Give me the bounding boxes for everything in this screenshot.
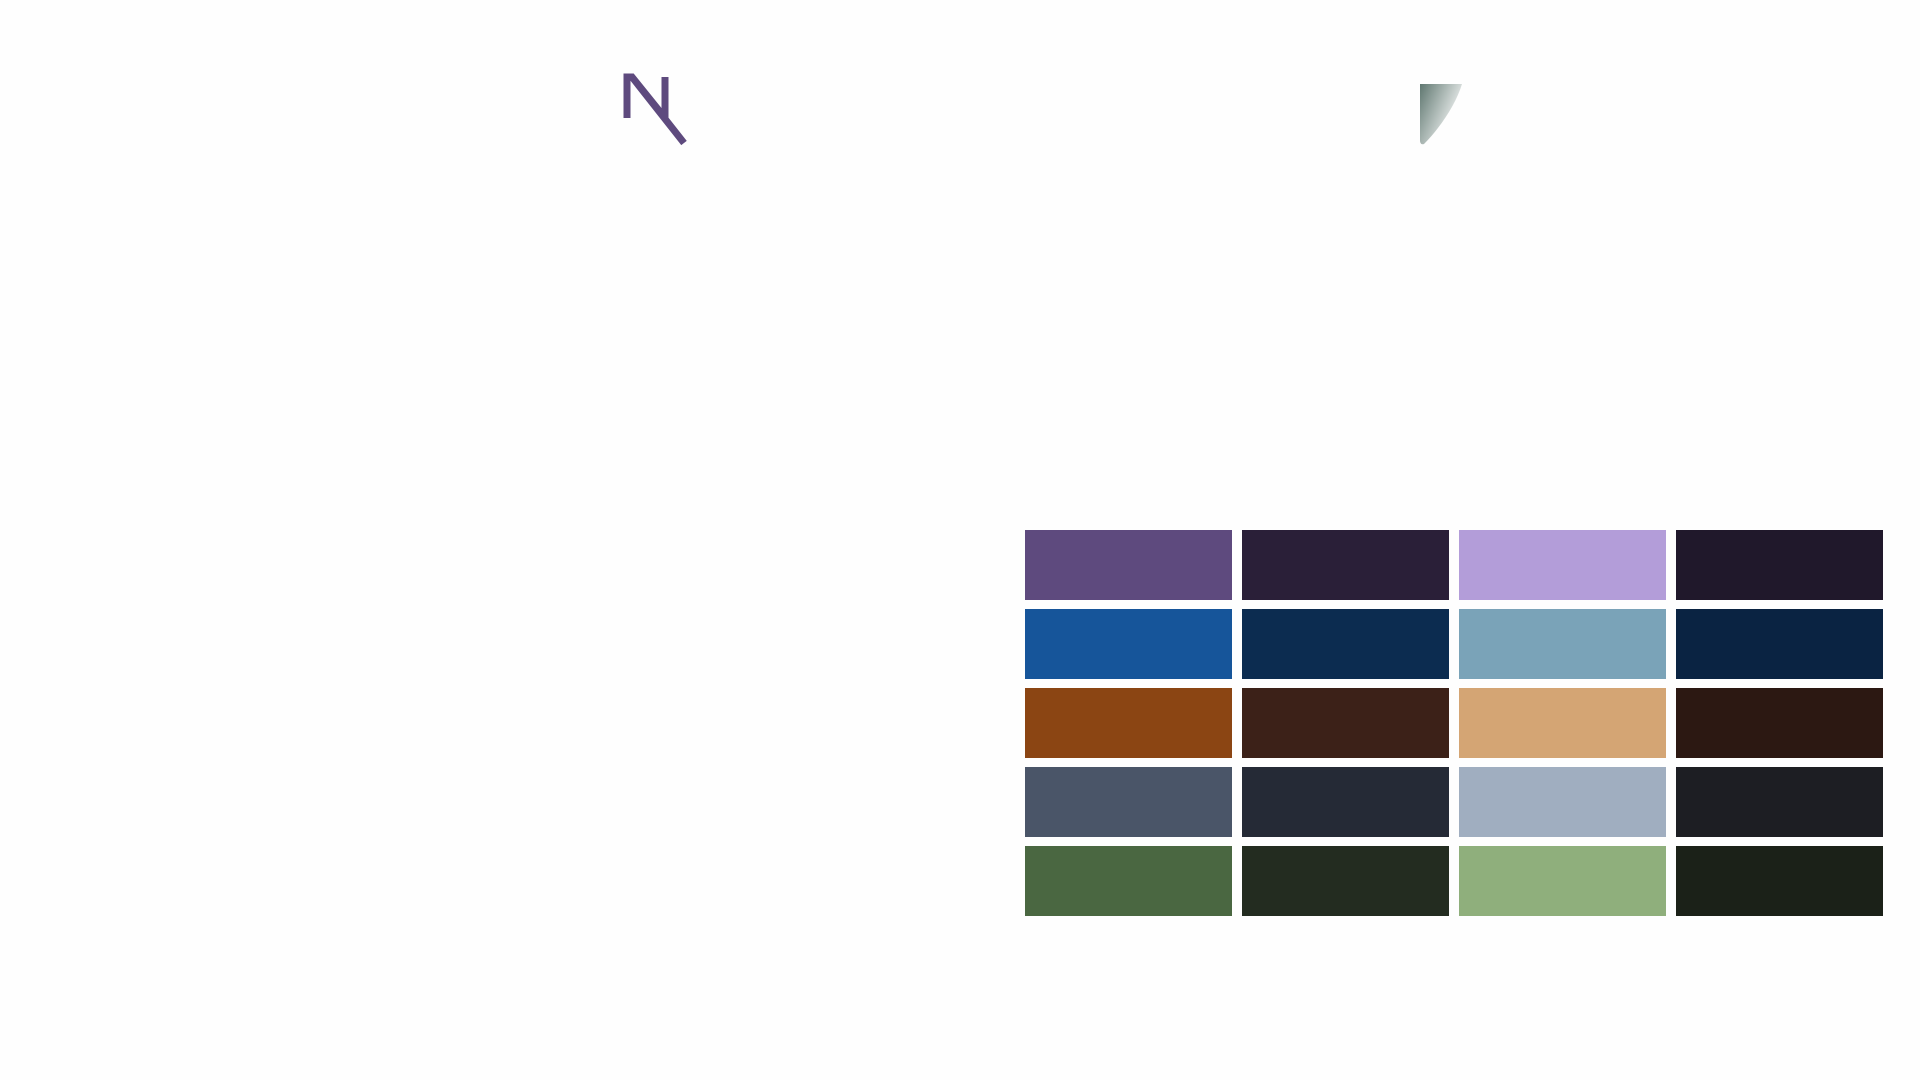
color-swatch-orange-1 (1025, 688, 1232, 758)
color-swatch-slate-1 (1025, 767, 1232, 837)
color-swatch-slate-3 (1459, 767, 1666, 837)
color-swatch-blue-3 (1459, 609, 1666, 679)
color-swatch-purple-4 (1676, 530, 1883, 600)
color-swatch-green-2 (1242, 846, 1449, 916)
monogram-n-icon (623, 73, 687, 146)
color-swatch-green-4 (1676, 846, 1883, 916)
color-swatch-orange-3 (1459, 688, 1666, 758)
color-palette-grid (1025, 530, 1883, 916)
color-swatch-purple-1 (1025, 530, 1232, 600)
color-swatch-green-3 (1459, 846, 1666, 916)
color-swatch-green-1 (1025, 846, 1232, 916)
shield-icon (1420, 84, 1462, 145)
color-swatch-blue-1 (1025, 609, 1232, 679)
color-swatch-blue-2 (1242, 609, 1449, 679)
color-swatch-blue-4 (1676, 609, 1883, 679)
color-swatch-purple-2 (1242, 530, 1449, 600)
color-swatch-orange-4 (1676, 688, 1883, 758)
color-swatch-orange-2 (1242, 688, 1449, 758)
color-swatch-slate-4 (1676, 767, 1883, 837)
color-swatch-slate-2 (1242, 767, 1449, 837)
color-swatch-purple-3 (1459, 530, 1666, 600)
